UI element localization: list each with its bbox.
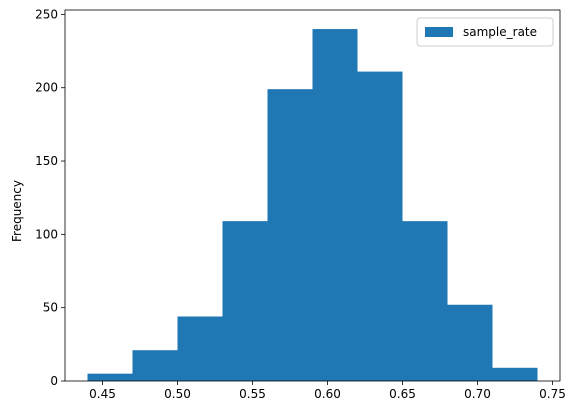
x-tick-label: 0.70 [464,387,491,401]
histogram-bar [312,29,358,382]
histogram-bar [402,221,448,381]
histogram-bar [357,71,403,382]
histogram-bar [492,367,538,381]
histogram-bar [222,221,268,381]
x-tick-label: 0.55 [239,387,266,401]
x-tick-label: 0.75 [539,387,566,401]
x-tick-label: 0.65 [389,387,416,401]
y-tick-label: 50 [43,301,58,315]
histogram-bar [447,304,493,381]
x-tick-label: 0.60 [314,387,341,401]
legend: sample_rate [416,17,554,47]
plot-frame [64,9,561,382]
legend-swatch [425,27,453,37]
bars-group [87,29,538,382]
legend-label: sample_rate [463,25,537,39]
legend-frame [416,17,554,47]
y-tick-label: 100 [35,227,58,241]
histogram-bar [132,350,178,381]
histogram-bar [267,89,313,382]
histogram-bar [177,316,223,381]
histogram-bar [87,373,133,381]
x-tick-label: 0.45 [89,387,116,401]
y-axis-label: Frequency [10,180,24,242]
y-tick-label: 200 [35,81,58,95]
axes-group: 0.45 0.50 0.55 0.60 0.65 0.70 0.75 0 50 100 150 200… [35,7,566,401]
y-tick-label: 150 [35,154,58,168]
x-tick-label: 0.50 [164,387,191,401]
y-tick-label: 0 [50,374,58,388]
y-tick-label: 250 [35,7,58,21]
